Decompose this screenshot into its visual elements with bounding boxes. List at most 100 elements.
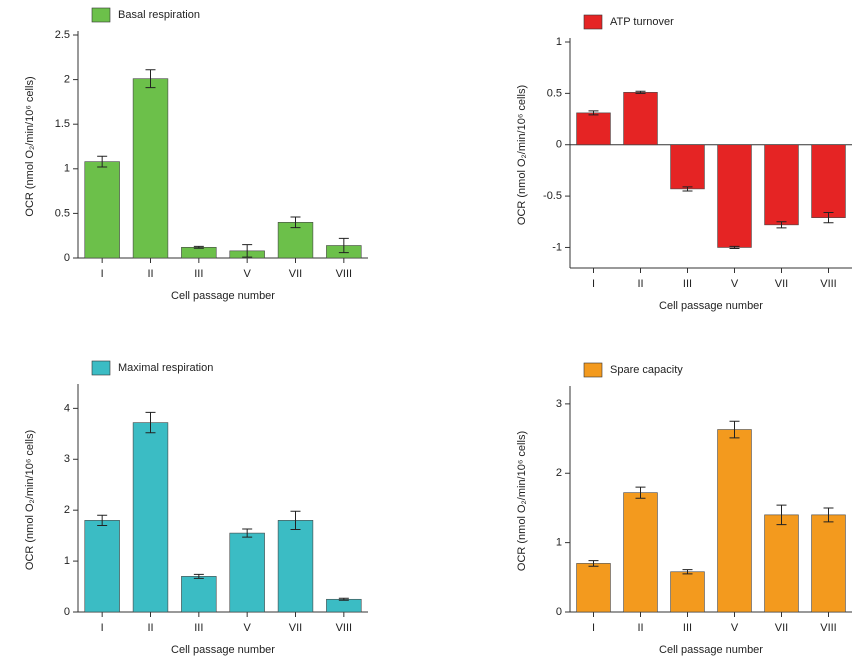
error-bar bbox=[97, 514, 108, 526]
y-tick-label: 0 bbox=[556, 139, 562, 151]
bar bbox=[576, 112, 611, 146]
y-tick-label: 1.5 bbox=[55, 118, 70, 130]
y-tick-label: 2 bbox=[64, 504, 70, 516]
y-tick-label: 2.5 bbox=[55, 29, 70, 41]
x-tick-label: III bbox=[194, 622, 203, 634]
error-bar bbox=[588, 560, 599, 567]
error-bar bbox=[729, 420, 740, 439]
error-bar bbox=[338, 597, 349, 601]
x-tick-label: V bbox=[731, 278, 739, 290]
bar bbox=[84, 520, 120, 613]
y-axis-label: OCR (nmol O₂/min/10⁶ cells) bbox=[516, 431, 528, 571]
bar bbox=[623, 92, 658, 146]
x-tick-label: VIII bbox=[336, 622, 353, 634]
x-tick-label: II bbox=[637, 278, 643, 290]
legend-label: Maximal respiration bbox=[118, 362, 213, 374]
error-bar bbox=[290, 216, 301, 229]
legend-swatch bbox=[583, 14, 603, 30]
y-tick-label: 0 bbox=[64, 606, 70, 618]
y-tick-label: -0.5 bbox=[543, 190, 562, 202]
error-bar bbox=[635, 90, 646, 94]
y-tick-label: 0.5 bbox=[547, 87, 562, 99]
y-tick-label: 1 bbox=[64, 555, 70, 567]
bar bbox=[181, 576, 217, 613]
bar bbox=[277, 520, 314, 613]
legend-label: Basal respiration bbox=[118, 9, 200, 21]
bar bbox=[326, 598, 362, 613]
y-tick-label: 3 bbox=[64, 453, 70, 465]
x-tick-label: VIII bbox=[336, 268, 353, 280]
y-tick-label: 2 bbox=[556, 467, 562, 479]
bar bbox=[132, 78, 169, 259]
x-tick-label: VII bbox=[289, 268, 302, 280]
x-tick-label: V bbox=[243, 622, 251, 634]
legend-label: Spare capacity bbox=[610, 364, 683, 376]
bar bbox=[764, 514, 799, 613]
bar bbox=[181, 246, 217, 259]
x-tick-label: II bbox=[147, 268, 153, 280]
x-axis-label: Cell passage number bbox=[171, 290, 275, 302]
y-tick-label: -1 bbox=[552, 241, 562, 253]
x-tick-label: VII bbox=[775, 622, 788, 634]
x-tick-label: III bbox=[683, 278, 692, 290]
x-tick-label: VIII bbox=[820, 622, 837, 634]
error-bar bbox=[682, 569, 693, 575]
x-tick-label: VII bbox=[775, 278, 788, 290]
error-bar bbox=[193, 573, 204, 579]
x-tick-label: I bbox=[592, 622, 595, 634]
x-tick-label: III bbox=[683, 622, 692, 634]
error-bar bbox=[729, 245, 740, 249]
legend-swatch bbox=[583, 362, 603, 378]
y-tick-label: 2 bbox=[64, 74, 70, 86]
error-bar bbox=[193, 245, 204, 249]
y-tick-label: 3 bbox=[556, 398, 562, 410]
x-tick-label: II bbox=[637, 622, 643, 634]
y-tick-label: 0.5 bbox=[55, 207, 70, 219]
y-tick-label: 0 bbox=[556, 606, 562, 618]
x-axis-label: Cell passage number bbox=[659, 644, 763, 656]
x-tick-label: VII bbox=[289, 622, 302, 634]
y-tick-label: 4 bbox=[64, 402, 70, 414]
error-bar bbox=[776, 504, 787, 526]
y-tick-label: 0 bbox=[64, 252, 70, 264]
error-bar bbox=[776, 221, 787, 229]
y-axis-label: OCR (nmol O₂/min/10⁶ cells) bbox=[24, 430, 36, 570]
error-bar bbox=[290, 510, 301, 531]
x-tick-label: I bbox=[101, 268, 104, 280]
bar bbox=[717, 144, 752, 248]
error-bar bbox=[145, 69, 156, 89]
x-tick-label: VIII bbox=[820, 278, 837, 290]
legend-swatch bbox=[91, 360, 111, 376]
x-tick-label: V bbox=[243, 268, 251, 280]
error-bar bbox=[682, 186, 693, 192]
error-bar bbox=[823, 212, 834, 224]
error-bar bbox=[242, 244, 253, 258]
error-bar bbox=[242, 528, 253, 538]
bar bbox=[717, 429, 752, 613]
bar bbox=[764, 144, 799, 226]
error-bar bbox=[588, 110, 599, 116]
bar bbox=[670, 144, 705, 190]
bar bbox=[229, 532, 265, 613]
bar bbox=[623, 492, 658, 613]
y-axis-label: OCR (nmol O₂/min/10⁶ cells) bbox=[24, 76, 36, 216]
bar bbox=[84, 161, 120, 259]
bar bbox=[277, 222, 314, 259]
bar bbox=[811, 514, 846, 613]
legend-swatch bbox=[91, 7, 111, 23]
error-bar bbox=[823, 507, 834, 523]
y-tick-label: 1 bbox=[64, 163, 70, 175]
y-tick-label: 1 bbox=[556, 36, 562, 48]
bar bbox=[811, 144, 846, 218]
y-tick-label: 1 bbox=[556, 537, 562, 549]
x-tick-label: II bbox=[147, 622, 153, 634]
error-bar bbox=[97, 155, 108, 168]
x-tick-label: I bbox=[592, 278, 595, 290]
error-bar bbox=[145, 411, 156, 434]
y-axis-label: OCR (nmol O₂/min/10⁶ cells) bbox=[516, 85, 528, 225]
x-axis-label: Cell passage number bbox=[171, 644, 275, 656]
x-axis-label: Cell passage number bbox=[659, 300, 763, 312]
error-bar bbox=[635, 486, 646, 499]
x-tick-label: V bbox=[731, 622, 739, 634]
